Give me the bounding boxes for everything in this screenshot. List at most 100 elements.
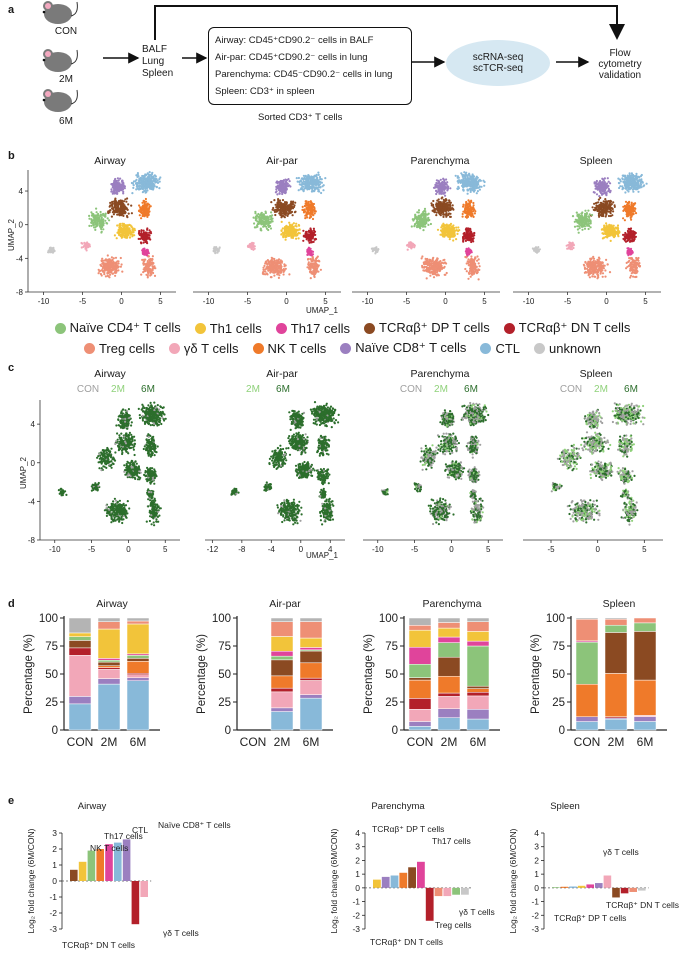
umap-b-0-point	[149, 232, 153, 235]
umap-b-1-point	[252, 246, 255, 249]
umap-b-2-point	[435, 207, 438, 210]
umap-b-1-point	[309, 207, 312, 210]
umap-b-1-point	[309, 234, 312, 238]
umap-b-1-point	[288, 184, 291, 187]
umap-b-0-point	[135, 178, 138, 181]
umap-b-1-point	[286, 182, 289, 185]
umap-b-2-point	[435, 259, 438, 262]
umap-b-2-point	[476, 176, 479, 179]
umap-b-0-point	[118, 185, 122, 188]
umap-b-2-point	[376, 249, 379, 252]
umap-b-1-point	[317, 173, 320, 176]
umap-b-1-point	[297, 189, 300, 192]
umap-b-2-point	[439, 266, 442, 269]
umap-b-2-point	[457, 185, 460, 188]
umap-b-1-point	[284, 180, 288, 183]
umap-b-2-point	[446, 204, 449, 207]
umap-b-1-point	[302, 229, 305, 232]
umap-b-2-point	[423, 263, 426, 266]
umap-b-1-point	[311, 217, 315, 221]
umap-b-2-point	[474, 269, 477, 272]
umap-b-2-point	[441, 231, 444, 234]
umap-b-2-point	[440, 192, 443, 195]
umap-b-1-point	[308, 212, 311, 215]
umap-b-0-point	[106, 260, 110, 263]
umap-b-1-point	[284, 267, 287, 270]
umap-b-1-point	[316, 267, 319, 270]
umap-b-1-point	[309, 185, 312, 188]
umap-b-0-point	[140, 230, 143, 233]
umap-b-0-point	[140, 217, 143, 220]
umap-b-0-point	[149, 238, 152, 241]
umap-b-0-point	[125, 226, 128, 229]
umap-b-2-point	[424, 219, 427, 222]
umap-b-1-point	[268, 267, 271, 270]
umap-b-0-point	[80, 241, 83, 245]
umap-b-0-point	[97, 216, 101, 219]
umap-b-1-point	[294, 224, 297, 227]
umap-b-2-point	[413, 243, 416, 246]
umap-b-2-point	[477, 278, 480, 281]
umap-b-0-point	[93, 214, 96, 217]
umap-b-1-point	[249, 246, 252, 249]
sort-line-airway: Airway: CD45⁺CD90.2⁻ cells in BALF	[215, 35, 374, 46]
umap-b-1-point	[274, 213, 277, 217]
umap-b-1-point	[266, 263, 269, 266]
umap-b-1-point	[286, 214, 289, 217]
umap-b-2-point	[413, 246, 416, 249]
umap-b-2-point	[410, 247, 413, 250]
umap-b-2-point	[470, 262, 473, 265]
umap-b-2-point	[470, 182, 473, 185]
umap-b-2-point	[463, 171, 466, 174]
umap-b-2-point	[469, 180, 472, 183]
umap-b-0-point	[155, 177, 158, 181]
umap-b-2-point	[421, 217, 424, 220]
umap-b-0-point	[130, 225, 133, 228]
umap-b-1-point	[310, 259, 313, 263]
umap-b-0-point	[138, 185, 141, 188]
umap-b-1-point	[276, 180, 279, 183]
umap-b-0-point	[104, 264, 107, 267]
umap-b-2-point	[476, 190, 479, 193]
umap-b-2-point	[443, 186, 447, 189]
umap-b-0-point	[151, 255, 154, 258]
umap-b-2-point	[426, 262, 430, 265]
umap-b-2-point	[408, 245, 411, 248]
umap-b-2-point	[474, 256, 477, 259]
umap-b-1-point	[302, 234, 305, 237]
umap-b-1-point	[284, 205, 288, 209]
umap-b-1-point	[272, 267, 275, 270]
umap-b-title-airpar: Air-par	[266, 155, 298, 167]
umap-b-1-point	[291, 203, 294, 206]
umap-b-1-point	[275, 267, 278, 270]
umap-b-0-point	[115, 261, 118, 264]
umap-b-2-point	[438, 269, 441, 273]
umap-b-0-point	[100, 216, 103, 219]
umap-b-2-point	[448, 204, 452, 208]
umap-b-1-point	[267, 217, 270, 220]
umap-b-1-point	[296, 180, 299, 183]
umap-b-2-point	[414, 215, 417, 218]
umap-b-0-point	[96, 222, 99, 225]
umap-b-1-x-tick-label: -5	[244, 297, 252, 306]
umap-b-2-point	[432, 199, 435, 203]
umap-b-0-point	[94, 217, 97, 220]
umap-b-2-point	[472, 207, 475, 210]
umap-b-1-point	[306, 175, 309, 178]
panel-b-letter: b	[8, 150, 15, 162]
umap-b-2-point	[474, 181, 477, 184]
umap-b-1-point	[315, 270, 318, 273]
umap-b-0-point	[113, 186, 116, 189]
umap-b-2-point	[437, 205, 440, 208]
umap-b-0-point	[111, 211, 114, 214]
umap-b-1-point	[313, 212, 316, 215]
umap-b-1-point	[279, 213, 282, 216]
umap-b-2-point	[483, 184, 486, 187]
umap-b-1-point	[316, 176, 319, 179]
umap-b-1-point	[281, 199, 285, 202]
umap-b-0-point	[123, 210, 126, 213]
umap-b-2-point	[478, 179, 482, 182]
umap-b-0-point	[130, 204, 133, 207]
umap-b-0-x-tick-label: 0	[119, 297, 124, 306]
umap-b-0-point	[111, 201, 114, 204]
